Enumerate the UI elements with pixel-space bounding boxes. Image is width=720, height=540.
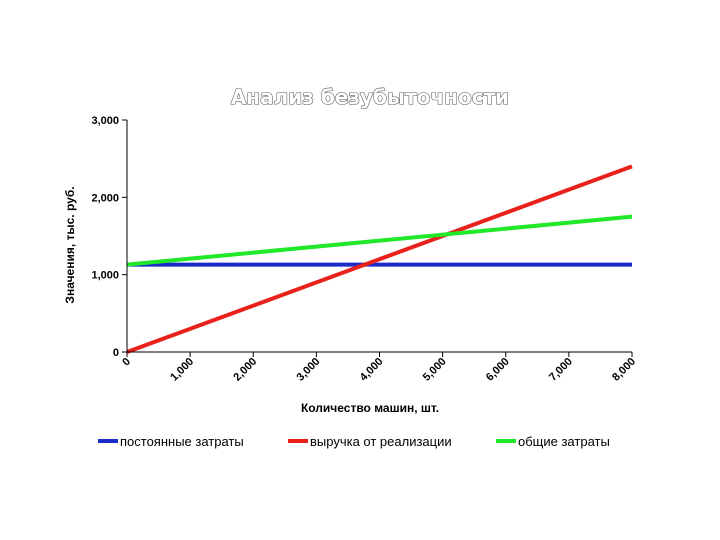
x-tick-label: 4,000	[358, 356, 386, 384]
x-tick-label: 6,000	[484, 356, 512, 384]
series-line-3	[126, 214, 633, 267]
x-tick-label: 0	[120, 356, 133, 369]
y-tick-label: 2,000	[91, 192, 119, 204]
x-tick-label: 1,000	[168, 356, 196, 384]
x-tick-label: 3,000	[295, 356, 323, 384]
x-tick-label: 2,000	[231, 356, 259, 384]
series-line-2	[126, 164, 633, 354]
x-axis-label: Количество машин, шт.	[301, 401, 439, 415]
series-lines	[126, 164, 633, 354]
x-tick-label: 8,000	[610, 356, 638, 384]
chart-title: Анализ безубыточности	[231, 85, 509, 109]
x-tick-label: 5,000	[421, 356, 449, 384]
y-axis-ticks: 0 1,000 2,000 3,000	[91, 115, 127, 359]
x-axis-ticks: 0 1,000 2,000 3,000 4,000 5,000 6,000 7,000 8,00…	[120, 352, 638, 384]
y-tick-label: 1,000	[91, 270, 119, 282]
legend: постоянные затраты выручка от реализации о…	[98, 434, 610, 449]
y-tick-label: 3,000	[91, 115, 119, 127]
legend-label-3: общие затраты	[518, 434, 610, 449]
legend-label-2: выручка от реализации	[310, 434, 452, 449]
legend-label-1: постоянные затраты	[120, 434, 244, 449]
y-axis-label: Значения, тыс. руб.	[63, 186, 77, 303]
y-tick-label: 0	[113, 347, 119, 359]
x-tick-label: 7,000	[547, 356, 575, 384]
